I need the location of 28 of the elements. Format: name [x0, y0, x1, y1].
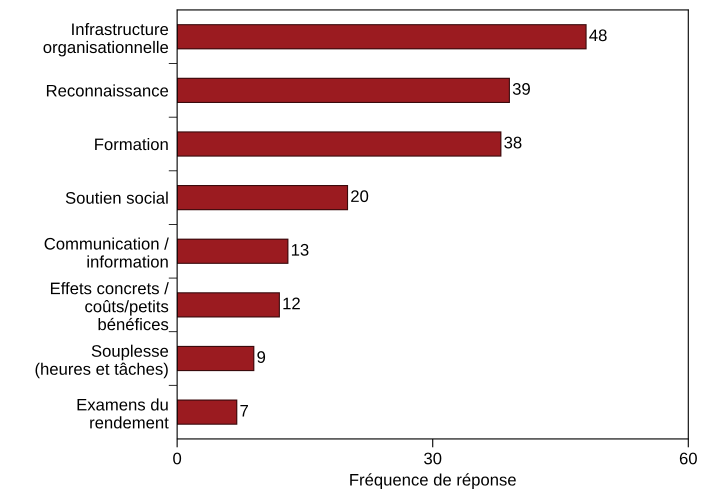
data-label: 7 — [240, 404, 248, 416]
x-tick-label: 0 — [173, 452, 182, 464]
data-label: 38 — [504, 136, 522, 148]
y-tick-label: Soutien social — [66, 192, 168, 204]
bar — [177, 185, 348, 210]
x-tick-label: 30 — [424, 452, 442, 464]
y-tick-label: Souplesse (heures et tâches) — [36, 344, 168, 378]
bar — [177, 238, 288, 264]
y-tick-label: Examens du rendement — [78, 398, 169, 429]
data-label: 39 — [512, 83, 530, 95]
y-tick-label: Effets concrets / coûts/petits bénéfices — [50, 282, 169, 330]
bar — [177, 24, 587, 50]
y-tick-label: Infrastructure organisationnelle — [43, 22, 168, 56]
data-label: 48 — [589, 29, 607, 42]
bar — [177, 131, 502, 157]
x-axis-title: Fréquence de réponse — [350, 473, 516, 489]
data-label: 20 — [351, 190, 368, 202]
bar — [177, 400, 238, 425]
bar — [177, 292, 280, 318]
bar — [177, 346, 254, 372]
data-label: 12 — [283, 298, 300, 310]
data-label: 9 — [257, 351, 266, 363]
y-tick-label: Reconnaissance — [46, 84, 168, 97]
y-tick-label: Communication / information — [44, 237, 169, 268]
x-tick-label: 60 — [680, 452, 697, 464]
data-label: 13 — [292, 244, 308, 256]
bar — [177, 78, 510, 103]
y-tick-label: Formation — [95, 138, 168, 150]
